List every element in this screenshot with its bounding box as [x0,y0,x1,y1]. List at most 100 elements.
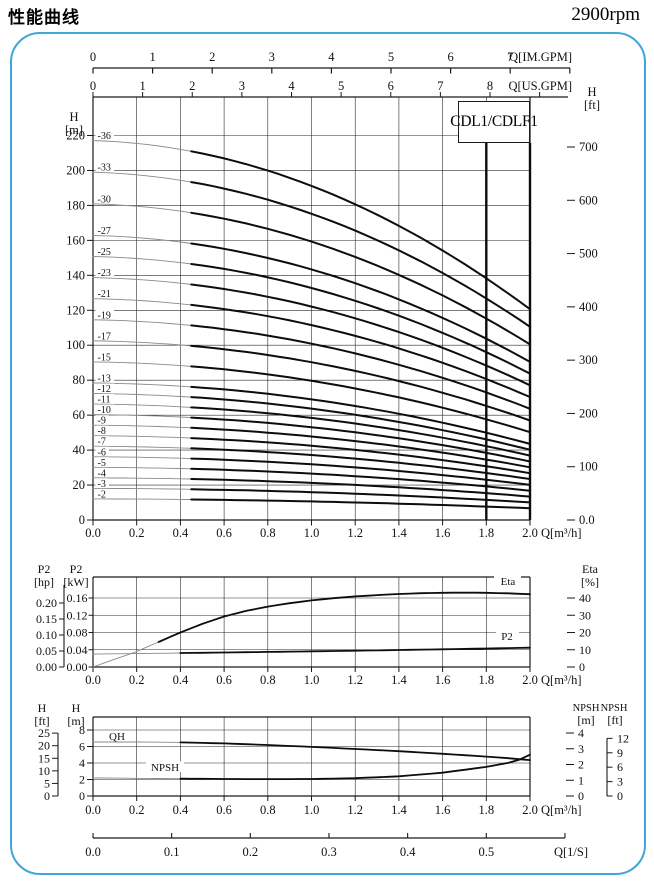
svg-text:5: 5 [388,50,394,64]
svg-text:[ft]: [ft] [607,713,622,727]
svg-text:0.0: 0.0 [85,803,101,817]
svg-text:600: 600 [579,193,598,207]
svg-text:0: 0 [90,79,96,93]
svg-text:4: 4 [288,79,295,93]
svg-text:-13: -13 [98,373,111,384]
svg-text:-33: -33 [98,163,111,174]
svg-text:0: 0 [79,789,85,803]
svg-text:-5: -5 [98,458,106,469]
svg-text:P2: P2 [70,562,83,576]
svg-text:9: 9 [617,746,623,760]
svg-text:25: 25 [38,726,50,740]
svg-text:-15: -15 [98,352,111,363]
svg-text:0.16: 0.16 [67,591,88,605]
svg-text:-3: -3 [98,479,106,490]
svg-text:QH: QH [109,731,125,743]
svg-text:0.0: 0.0 [85,845,101,859]
svg-text:6: 6 [79,740,85,754]
svg-text:700: 700 [579,140,598,154]
svg-text:0.4: 0.4 [173,526,189,540]
svg-text:2: 2 [189,79,195,93]
svg-text:Q[US.GPM]: Q[US.GPM] [508,79,572,93]
svg-text:7: 7 [507,50,513,64]
svg-text:7: 7 [437,79,443,93]
model-label: CDL1/CDLF1 [450,113,538,130]
svg-text:-36: -36 [98,131,111,142]
svg-text:2: 2 [578,758,584,772]
svg-text:0: 0 [579,660,585,674]
svg-text:140: 140 [66,268,85,282]
svg-text:-25: -25 [98,247,111,258]
svg-text:Q[m³/h]: Q[m³/h] [541,526,582,540]
svg-text:P2: P2 [501,631,513,643]
svg-text:NPSH: NPSH [601,703,628,714]
svg-text:-19: -19 [98,310,111,321]
svg-text:-12: -12 [98,384,111,395]
svg-text:120: 120 [66,303,85,317]
svg-text:1.0: 1.0 [304,803,320,817]
svg-text:1: 1 [578,773,584,787]
svg-text:1: 1 [149,50,155,64]
svg-text:0.6: 0.6 [216,673,232,687]
svg-text:6: 6 [447,50,453,64]
svg-text:80: 80 [73,373,86,387]
svg-text:0.6: 0.6 [216,803,232,817]
svg-text:1.4: 1.4 [391,673,407,687]
svg-text:8: 8 [487,79,493,93]
svg-text:[hp]: [hp] [34,575,54,589]
svg-text:10: 10 [38,764,50,778]
svg-text:0.20: 0.20 [36,596,57,610]
svg-text:60: 60 [73,408,86,422]
svg-text:-23: -23 [98,268,111,279]
svg-text:0.08: 0.08 [67,626,88,640]
svg-text:0.1: 0.1 [164,845,180,859]
svg-text:-11: -11 [98,395,111,406]
svg-text:0.00: 0.00 [36,660,57,674]
svg-text:NPSH: NPSH [573,703,600,714]
svg-text:[m]: [m] [577,713,594,727]
svg-text:500: 500 [579,247,598,261]
svg-text:0.8: 0.8 [260,526,276,540]
svg-text:1.6: 1.6 [435,673,451,687]
svg-text:0.0: 0.0 [85,673,101,687]
svg-text:-21: -21 [98,289,111,300]
svg-text:5: 5 [338,79,344,93]
svg-text:1.0: 1.0 [304,526,320,540]
svg-text:-8: -8 [98,426,106,437]
svg-text:200: 200 [579,406,598,420]
svg-text:20: 20 [73,478,86,492]
svg-text:-2: -2 [98,489,106,500]
svg-text:0.12: 0.12 [67,608,88,622]
svg-text:3: 3 [239,79,245,93]
svg-text:-4: -4 [98,468,106,479]
svg-text:180: 180 [66,198,85,212]
svg-text:20: 20 [579,626,591,640]
svg-text:2: 2 [209,50,215,64]
model-label-box: CDL1/CDLF1 [450,101,538,143]
svg-text:-17: -17 [98,331,111,342]
svg-text:0: 0 [578,789,584,803]
svg-text:1.0: 1.0 [304,673,320,687]
svg-text:0.4: 0.4 [400,845,416,859]
svg-text:0.0: 0.0 [579,513,595,527]
svg-text:10: 10 [579,643,591,657]
svg-text:0.2: 0.2 [129,526,145,540]
svg-text:Q[m³/h]: Q[m³/h] [541,673,582,687]
svg-text:1.6: 1.6 [435,803,451,817]
svg-text:3: 3 [578,742,584,756]
svg-text:[ft]: [ft] [34,714,49,728]
svg-text:Q[IM.GPM]: Q[IM.GPM] [509,50,572,64]
svg-text:-10: -10 [98,405,111,416]
svg-text:0.15: 0.15 [36,612,57,626]
svg-text:4: 4 [328,50,335,64]
chart-border [10,32,646,875]
svg-text:[ft]: [ft] [584,98,600,112]
svg-text:NPSH: NPSH [151,762,179,774]
svg-text:4: 4 [79,756,85,770]
svg-text:P2: P2 [38,562,51,576]
svg-text:Q[m³/h]: Q[m³/h] [541,803,582,817]
svg-text:2.0: 2.0 [522,673,538,687]
main-hq-chart: 0 1 2 3 4 5 6 7 8 Q[US.GPM]0 1 2 3 4 5 6 7Q[IM.GPM]02040… [65,50,600,540]
